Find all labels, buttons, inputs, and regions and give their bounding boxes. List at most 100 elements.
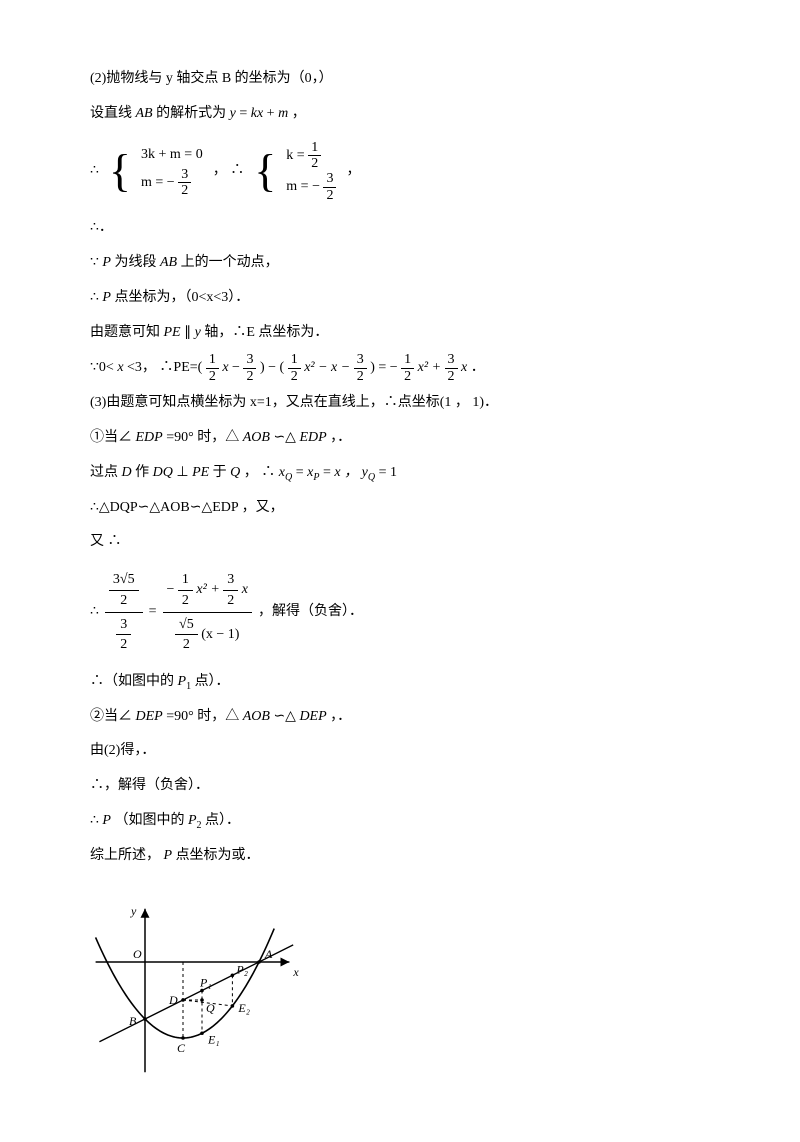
figure-svg: yxOABCDQP₁P₂E₁E₂ bbox=[90, 892, 310, 1082]
eq: m = − 3 2 bbox=[141, 167, 203, 199]
t: = bbox=[239, 106, 247, 121]
fraction: 3 2 bbox=[178, 167, 191, 199]
var: EDP bbox=[299, 430, 326, 445]
denominator: 2 bbox=[178, 591, 193, 610]
fraction: 1 2 bbox=[308, 140, 321, 172]
text-line: ∴ P （如图中的 P2 点）． bbox=[90, 806, 710, 837]
eq: = bbox=[149, 597, 157, 628]
t: = bbox=[323, 465, 331, 480]
numerator: √5 bbox=[175, 615, 198, 635]
t: 为线段 bbox=[114, 255, 160, 270]
denominator: 2 bbox=[354, 369, 367, 384]
denominator: 2 bbox=[175, 635, 198, 654]
t: 点）． bbox=[205, 813, 240, 828]
text-line: ∵0< x <3， ∴PE=( 1 2 x − 3 2 ) − ( 1 2 x²… bbox=[90, 352, 710, 384]
var: x bbox=[222, 360, 228, 375]
var: x² − x − bbox=[304, 360, 354, 375]
t: ，解得（负舍）． bbox=[258, 597, 363, 628]
text-line: ∴△DQP∽△AOB∽△EDP ，又， bbox=[90, 493, 710, 524]
text-line: (2)抛物线与 y 轴交点 B 的坐标为（0，） bbox=[90, 64, 710, 95]
fraction: 3 2 bbox=[323, 171, 336, 203]
denominator: 2 bbox=[206, 369, 219, 384]
sub: Q bbox=[368, 472, 375, 483]
var: AB bbox=[136, 106, 153, 121]
text-line: ②当∠ DEP =90° 时，△ AOB ∽△ DEP ，． bbox=[90, 702, 710, 733]
numerator: 3 bbox=[354, 352, 367, 368]
text-line: 综上所述， P 点坐标为或． bbox=[90, 841, 710, 872]
eq: 3k + m = 0 bbox=[141, 144, 203, 166]
denominator: 2 bbox=[109, 591, 139, 610]
var: PE bbox=[164, 325, 181, 340]
t: + bbox=[267, 106, 275, 121]
sub: 2 bbox=[197, 820, 202, 831]
t: m = − bbox=[141, 175, 175, 190]
numerator: 1 bbox=[401, 352, 414, 368]
parabola-figure: yxOABCDQP₁P₂E₁E₂ bbox=[90, 892, 710, 1082]
t: =90° 时，△ bbox=[166, 430, 239, 445]
numerator: 1 bbox=[308, 140, 321, 156]
fraction: 3 2 bbox=[223, 570, 238, 610]
therefore: ∴ bbox=[90, 156, 99, 187]
t: ) − ( bbox=[260, 360, 284, 375]
numerator: 3 bbox=[323, 171, 336, 187]
comma: ， bbox=[346, 156, 360, 187]
t: m = − bbox=[286, 179, 320, 194]
sub: P bbox=[313, 472, 319, 483]
var: x² + bbox=[196, 582, 223, 597]
t: ) = − bbox=[370, 360, 397, 375]
var: P bbox=[188, 813, 197, 828]
numerator: 1 bbox=[178, 570, 193, 590]
denominator: 2 bbox=[445, 369, 458, 384]
sub: 1 bbox=[186, 681, 191, 692]
text-line: 过点 D 作 DQ ⊥ PE 于 Q ， ∴ xQ = xP = x ， yQ … bbox=[90, 458, 710, 489]
svg-text:x: x bbox=[292, 965, 299, 979]
var: y bbox=[230, 106, 236, 121]
t: 点坐标为或． bbox=[176, 848, 260, 863]
t: 于 bbox=[213, 465, 231, 480]
var: DEP bbox=[299, 709, 326, 724]
numerator: 3 bbox=[243, 352, 256, 368]
var: AOB bbox=[243, 430, 270, 445]
fraction: 3√5 2 bbox=[109, 570, 139, 610]
text-line: 由题意可知 PE ∥ y 轴，∴E 点坐标为． bbox=[90, 318, 710, 349]
brace-icon: { bbox=[109, 148, 131, 194]
denominator: 2 bbox=[223, 591, 238, 610]
comma: ， ∴ bbox=[213, 156, 245, 187]
sub: Q bbox=[285, 472, 292, 483]
t: ． bbox=[471, 360, 485, 375]
var: AOB bbox=[243, 709, 270, 724]
t: ①当∠ bbox=[90, 430, 132, 445]
text-line: (3)由题意可知点横坐标为 x=1，又点在直线上，∴点坐标(1 ， 1)． bbox=[90, 388, 710, 419]
big-fraction-left: 3√5 2 3 2 bbox=[105, 568, 143, 657]
var: x bbox=[117, 360, 123, 375]
text-line: ①当∠ EDP =90° 时，△ AOB ∽△ EDP ，． bbox=[90, 423, 710, 454]
t: 综上所述， bbox=[90, 848, 160, 863]
text-line: ∴（如图中的 P1 点）． bbox=[90, 667, 710, 698]
t: ⊥ bbox=[176, 465, 188, 480]
text-line: ∴ P 点坐标为，（0<x<3）． bbox=[90, 283, 710, 314]
numerator: 3 bbox=[178, 167, 191, 183]
t: ∽△ bbox=[273, 430, 296, 445]
var: D bbox=[122, 465, 132, 480]
t: 设直线 bbox=[90, 106, 136, 121]
var: DEP bbox=[136, 709, 163, 724]
var: x ， bbox=[334, 465, 361, 480]
brace-icon: { bbox=[254, 148, 276, 194]
t: ∴ bbox=[90, 290, 99, 305]
numerator: 3√5 2 bbox=[105, 568, 143, 613]
fraction: 1 2 bbox=[178, 570, 193, 610]
t: 轴，∴E 点坐标为． bbox=[204, 325, 328, 340]
svg-text:A: A bbox=[264, 947, 273, 961]
denominator: 2 bbox=[116, 635, 131, 654]
var: AB bbox=[160, 255, 177, 270]
var: m bbox=[278, 106, 288, 121]
system-2: k = 1 2 m = − 3 2 bbox=[286, 140, 336, 204]
t: k = bbox=[286, 148, 308, 163]
var: P bbox=[178, 674, 187, 689]
t: 作 bbox=[135, 465, 153, 480]
var: Q bbox=[230, 465, 240, 480]
var: EDP bbox=[136, 430, 163, 445]
t: 过点 bbox=[90, 465, 122, 480]
denominator: 2 bbox=[178, 183, 191, 198]
numerator: − 1 2 x² + 3 2 x bbox=[163, 568, 252, 613]
